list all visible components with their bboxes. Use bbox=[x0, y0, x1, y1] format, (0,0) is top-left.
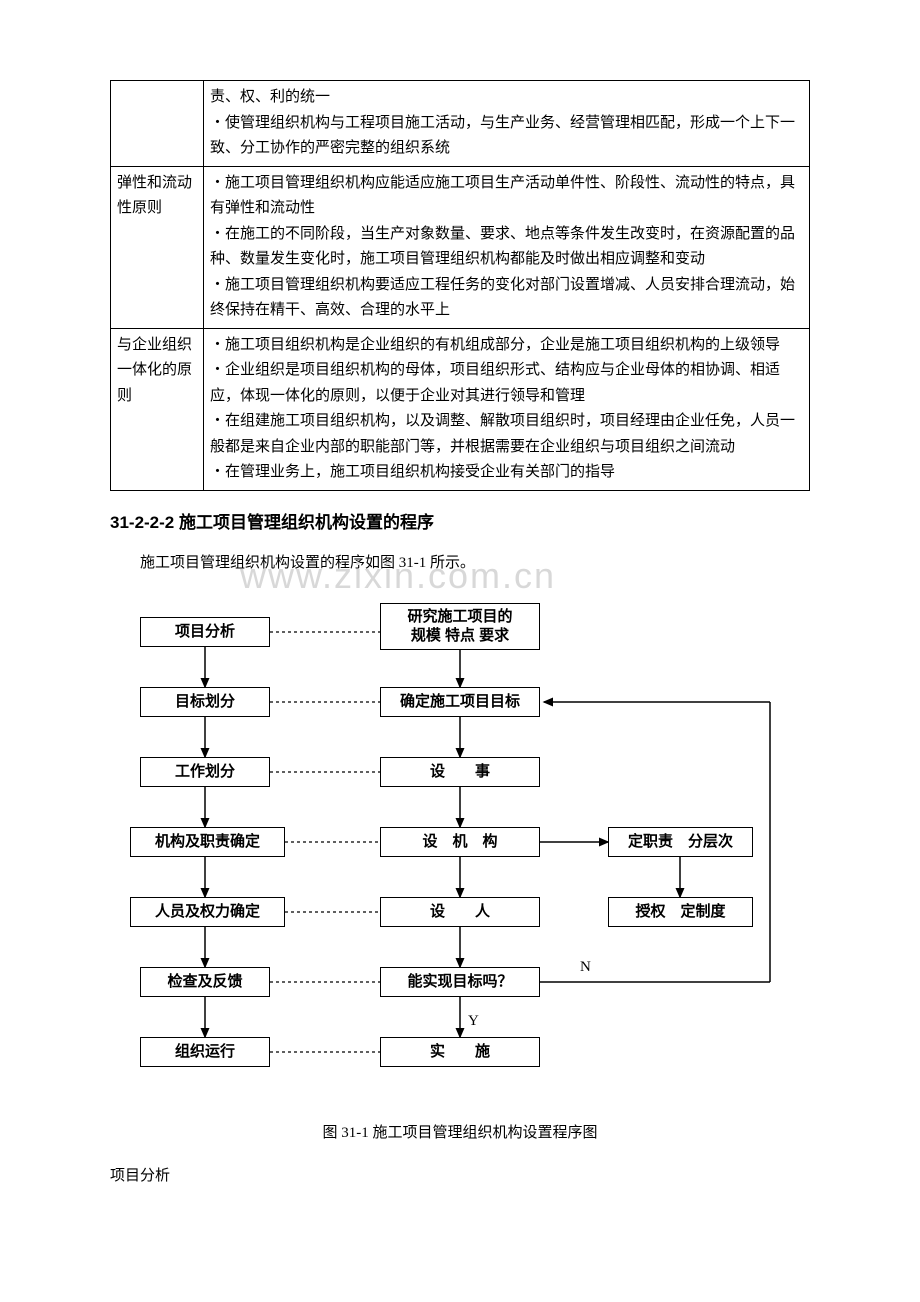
footer-text: 项目分析 bbox=[110, 1164, 810, 1190]
fc-left-2: 工作划分 bbox=[140, 757, 270, 787]
section-heading: 31-2-2-2 施工项目管理组织机构设置的程序 bbox=[110, 509, 810, 538]
label-y: Y bbox=[468, 1009, 479, 1035]
fc-mid-3: 设 机 构 bbox=[380, 827, 540, 857]
row2-left: 与企业组织一体化的原则 bbox=[111, 328, 204, 490]
fc-left-3: 机构及职责确定 bbox=[130, 827, 285, 857]
table-row: 弹性和流动性原则 ・施工项目管理组织机构应能适应施工项目生产活动单件性、阶段性、… bbox=[111, 166, 810, 328]
row1-right: ・施工项目管理组织机构应能适应施工项目生产活动单件性、阶段性、流动性的特点，具有… bbox=[204, 166, 810, 328]
table-row: 责、权、利的统一 ・使管理组织机构与工程项目施工活动，与生产业务、经营管理相匹配… bbox=[111, 81, 810, 167]
label-n: N bbox=[580, 955, 591, 981]
fc-left-4: 人员及权力确定 bbox=[130, 897, 285, 927]
fc-left-5: 检查及反馈 bbox=[140, 967, 270, 997]
fc-mid-4: 设 人 bbox=[380, 897, 540, 927]
intro-line: 施工项目管理组织机构设置的程序如图 31-1 所示。 bbox=[110, 551, 810, 577]
row0-left bbox=[111, 81, 204, 167]
fc-right-1: 授权 定制度 bbox=[608, 897, 753, 927]
fc-left-6: 组织运行 bbox=[140, 1037, 270, 1067]
row2-right: ・施工项目组织机构是企业组织的有机组成部分，企业是施工项目组织机构的上级领导 ・… bbox=[204, 328, 810, 490]
row1-left: 弹性和流动性原则 bbox=[111, 166, 204, 328]
fc-mid-top: 研究施工项目的 规模 特点 要求 bbox=[380, 603, 540, 650]
principles-table: 责、权、利的统一 ・使管理组织机构与工程项目施工活动，与生产业务、经营管理相匹配… bbox=[110, 80, 810, 491]
fc-left-0: 项目分析 bbox=[140, 617, 270, 647]
row0-right: 责、权、利的统一 ・使管理组织机构与工程项目施工活动，与生产业务、经营管理相匹配… bbox=[204, 81, 810, 167]
fc-mid-5: 能实现目标吗？ bbox=[380, 967, 540, 997]
fc-mid-6: 实 施 bbox=[380, 1037, 540, 1067]
flowchart-caption: 图 31-1 施工项目管理组织机构设置程序图 bbox=[110, 1121, 810, 1147]
table-row: 与企业组织一体化的原则 ・施工项目组织机构是企业组织的有机组成部分，企业是施工项… bbox=[111, 328, 810, 490]
fc-right-0: 定职责 分层次 bbox=[608, 827, 753, 857]
fc-mid-1: 确定施工项目目标 bbox=[380, 687, 540, 717]
flowchart: 项目分析 目标划分 工作划分 机构及职责确定 人员及权力确定 检查及反馈 组织运… bbox=[110, 585, 810, 1115]
fc-left-1: 目标划分 bbox=[140, 687, 270, 717]
fc-mid-2: 设 事 bbox=[380, 757, 540, 787]
